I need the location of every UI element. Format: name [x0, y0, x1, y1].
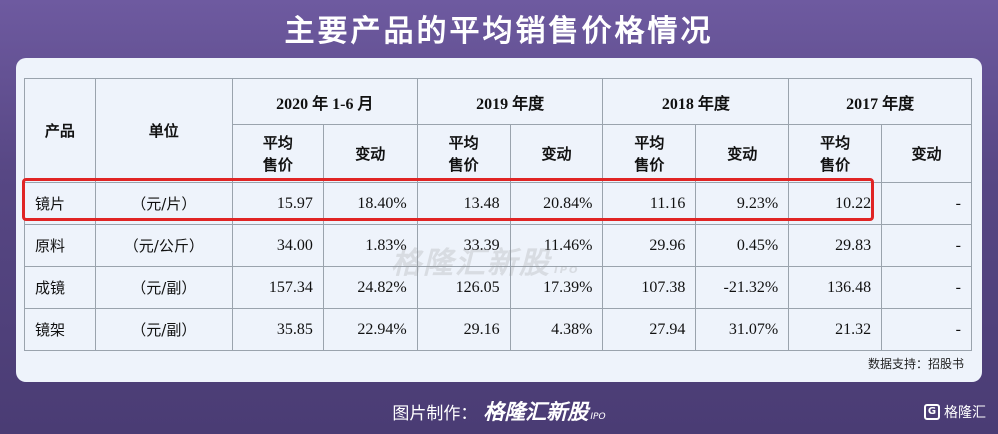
header-year-2018: 2018 年度 [602, 78, 790, 125]
subheader-change: 变动 [322, 124, 418, 183]
table-row: 原料 （元/公斤） 34.00 1.83% 33.39 11.46% 29.96 0.45% 2… [24, 224, 972, 267]
highlight-box [22, 178, 874, 221]
brand-logo: G 格隆汇 [924, 402, 986, 422]
subheader-change: 变动 [881, 124, 972, 183]
change-cell: 31.07% [695, 308, 790, 351]
watermark-logo: 格隆汇新股 IPO [391, 246, 580, 281]
price-cell: 126.05 [416, 266, 511, 309]
logo-text: 格隆汇 [944, 405, 986, 421]
subheader-change: 变动 [695, 124, 790, 183]
price-cell: 27.94 [602, 308, 697, 351]
product-name: 成镜 [24, 266, 96, 309]
footer-brand: 格隆汇新股 [483, 400, 589, 424]
unit-cell: （元/公斤） [94, 224, 233, 267]
price-cell: 11.16 [602, 182, 697, 225]
header-product: 产品 [24, 78, 96, 183]
table-card: 产品 单位 2020 年 1-6 月 2019 年度 2018 年度 2017 … [16, 58, 982, 382]
subheader-price: 平均 售价 [602, 124, 697, 183]
header-year-2020h1: 2020 年 1-6 月 [231, 78, 418, 125]
unit-cell: （元/副） [94, 308, 233, 351]
table-row: 镜片 （元/片） 15.97 18.40% 13.48 20.84% 11.16 9.23% 1… [24, 182, 972, 225]
change-cell: - [881, 182, 972, 225]
logo-icon: G [924, 404, 940, 420]
change-cell: - [881, 308, 972, 351]
header-year-2017: 2017 年度 [788, 78, 972, 125]
price-cell: 34.00 [231, 224, 324, 267]
subheader-price: 平均 售价 [416, 124, 511, 183]
price-table: 产品 单位 2020 年 1-6 月 2019 年度 2018 年度 2017 … [24, 78, 972, 351]
footer-credit: 图片制作： 格隆汇新股 IPO [0, 396, 998, 426]
change-cell: 11.46% [509, 224, 604, 267]
unit-cell: （元/片） [94, 182, 233, 225]
change-cell: - [881, 224, 972, 267]
change-cell: 9.23% [695, 182, 790, 225]
footer-brand-sub: IPO [590, 412, 606, 422]
price-cell: 29.16 [416, 308, 511, 351]
price-cell: 157.34 [231, 266, 324, 309]
price-cell: 35.85 [231, 308, 324, 351]
subheader-price: 平均 售价 [788, 124, 883, 183]
change-cell: 18.40% [322, 182, 418, 225]
product-name: 镜架 [24, 308, 96, 351]
price-cell: 13.48 [416, 182, 511, 225]
price-cell: 136.48 [788, 266, 883, 309]
header-year-2019: 2019 年度 [416, 78, 604, 125]
page-title: 主要产品的平均销售价格情况 [284, 14, 714, 49]
price-cell: 29.83 [788, 224, 883, 267]
change-cell: 22.94% [322, 308, 418, 351]
change-cell: 17.39% [509, 266, 604, 309]
price-cell: 10.22 [788, 182, 883, 225]
price-cell: 29.96 [602, 224, 697, 267]
price-cell: 21.32 [788, 308, 883, 351]
table-row: 成镜 （元/副） 157.34 24.82% 126.05 17.39% 107.38 -21… [24, 266, 972, 309]
subheader-price: 平均 售价 [231, 124, 324, 183]
subheader-change: 变动 [509, 124, 604, 183]
change-cell: 20.84% [509, 182, 604, 225]
change-cell: 24.82% [322, 266, 418, 309]
price-cell: 107.38 [602, 266, 697, 309]
change-cell: 4.38% [509, 308, 604, 351]
header-unit: 单位 [94, 78, 233, 183]
table-row: 镜架 （元/副） 35.85 22.94% 29.16 4.38% 27.94 31.07% 2… [24, 308, 972, 351]
footer-prefix: 图片制作： [392, 404, 478, 424]
data-source: 数据支持：招股书 [867, 357, 964, 371]
change-cell: -21.32% [695, 266, 790, 309]
change-cell: - [881, 266, 972, 309]
product-name: 原料 [24, 224, 96, 267]
change-cell: 0.45% [695, 224, 790, 267]
unit-cell: （元/副） [94, 266, 233, 309]
